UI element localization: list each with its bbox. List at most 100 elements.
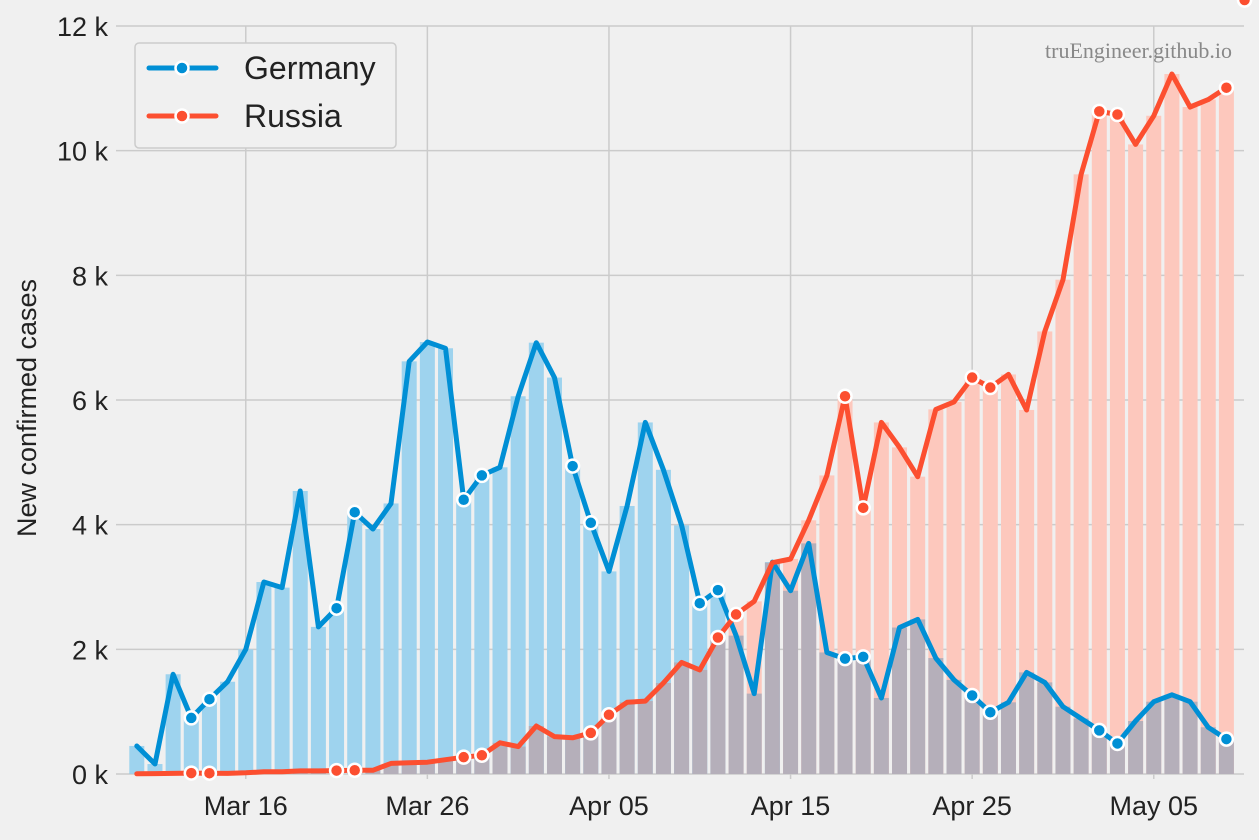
point-russia: [966, 371, 979, 384]
point-russia: [602, 708, 615, 721]
bar-overlap: [710, 637, 725, 774]
point-russia: [203, 767, 216, 780]
bar-overlap: [783, 591, 798, 774]
bar-overlap: [1146, 702, 1161, 774]
legend-label: Russia: [244, 98, 342, 134]
bar: [420, 342, 435, 774]
legend: Germany Russia: [135, 43, 396, 148]
point-germany: [1111, 737, 1124, 750]
legend-label: Germany: [244, 50, 376, 86]
bar-overlap: [620, 702, 635, 774]
bar-overlap: [656, 683, 671, 774]
bar: [493, 467, 508, 774]
bar: [329, 608, 344, 774]
bar-overlap: [965, 695, 980, 774]
point-germany: [475, 469, 488, 482]
point-germany: [457, 493, 470, 506]
point-russia: [857, 501, 870, 514]
point-russia: [1220, 81, 1233, 94]
point-germany: [185, 711, 198, 724]
point-germany: [693, 597, 706, 610]
watermark: truEngineer.github.io: [1045, 38, 1232, 63]
bar-overlap: [838, 659, 853, 774]
y-tick-label: 6 k: [72, 386, 109, 416]
point-russia: [839, 390, 852, 403]
point-russia: [1111, 108, 1124, 121]
bar-overlap: [547, 737, 562, 774]
bar-overlap: [747, 694, 762, 774]
x-tick-label: Mar 16: [204, 791, 288, 821]
legend-marker: [176, 110, 189, 123]
bar-overlap: [601, 715, 616, 774]
bar: [456, 500, 471, 774]
point-russia: [185, 767, 198, 780]
bar-overlap: [565, 738, 580, 774]
bar-overlap: [983, 712, 998, 774]
bar: [1074, 174, 1089, 774]
bar-overlap: [947, 680, 962, 774]
bar: [1201, 100, 1216, 774]
bar: [547, 378, 562, 774]
bar-overlap: [1074, 719, 1089, 774]
y-tick-label: 8 k: [72, 261, 109, 291]
bar: [474, 475, 489, 774]
bar-overlap: [1019, 672, 1034, 774]
bar-overlap: [674, 662, 689, 774]
bar-overlap: [1055, 707, 1070, 774]
legend-marker: [176, 62, 189, 75]
point-germany: [584, 516, 597, 529]
point-russia: [475, 749, 488, 762]
bar-overlap: [1037, 682, 1052, 774]
y-axis-label: New confirmed cases: [12, 279, 42, 537]
y-tick-label: 0 k: [72, 760, 109, 790]
bar: [565, 466, 580, 774]
bar: [365, 529, 380, 774]
bar: [238, 649, 253, 774]
x-tick-label: Mar 26: [385, 791, 469, 821]
point-russia: [330, 764, 343, 777]
y-tick-label: 10 k: [57, 137, 109, 167]
x-tick-label: Apr 05: [569, 791, 649, 821]
point-russia: [711, 631, 724, 644]
bar-overlap: [819, 652, 834, 774]
point-russia: [584, 726, 597, 739]
point-germany: [711, 584, 724, 597]
y-tick-label: 2 k: [72, 635, 109, 665]
bar: [202, 699, 217, 774]
bar: [220, 682, 235, 774]
point-germany: [966, 689, 979, 702]
point-russia: [457, 751, 470, 764]
y-tick-labels: 0 k2 k4 k6 k8 k10 k12 k: [57, 12, 109, 790]
bar: [384, 503, 399, 774]
bar: [1164, 74, 1179, 774]
bar: [275, 588, 290, 774]
x-tick-label: May 05: [1109, 791, 1198, 821]
point-russia: [730, 608, 743, 621]
bar-overlap: [874, 698, 889, 774]
bar-overlap: [1164, 695, 1179, 774]
bar: [529, 343, 544, 774]
bar-overlap: [511, 747, 526, 774]
point-germany: [857, 650, 870, 663]
bar: [1183, 107, 1198, 774]
bar: [402, 361, 417, 774]
bar: [311, 627, 326, 774]
point-russia: [1093, 105, 1106, 118]
x-tick-label: Apr 15: [751, 791, 831, 821]
point-germany: [839, 652, 852, 665]
point-germany: [203, 693, 216, 706]
bar-overlap: [1001, 702, 1016, 774]
bar-overlap: [910, 619, 925, 774]
point-germany: [330, 602, 343, 615]
y-tick-label: 4 k: [72, 511, 109, 541]
bar-overlap: [692, 670, 707, 774]
point-russia: [984, 381, 997, 394]
point-germany: [566, 460, 579, 473]
bar: [1219, 88, 1234, 774]
bar: [511, 396, 526, 774]
bar-overlap: [638, 701, 653, 774]
bar-overlap: [1201, 727, 1216, 774]
